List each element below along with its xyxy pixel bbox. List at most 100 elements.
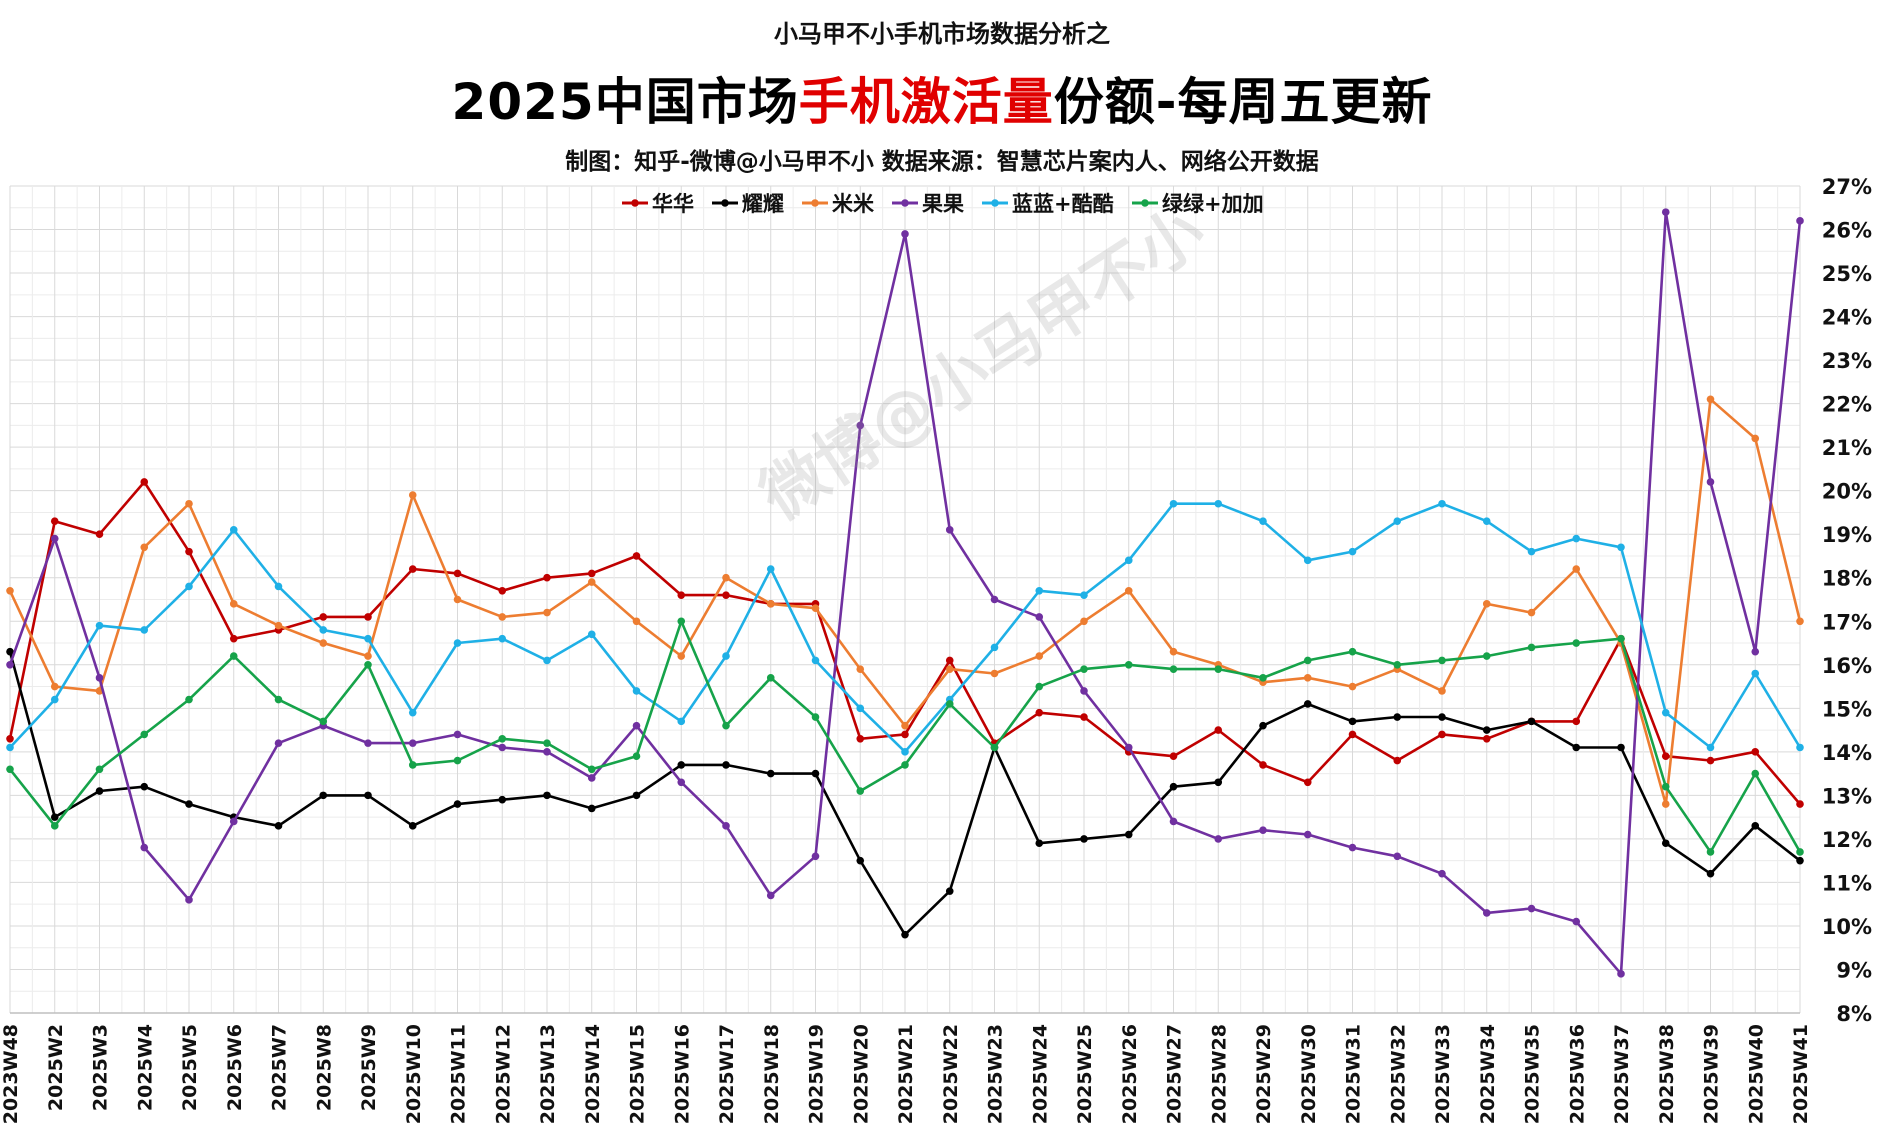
data-point [1035, 613, 1044, 621]
data-point [1214, 835, 1223, 843]
data-point [1303, 830, 1312, 839]
data-point [408, 565, 417, 573]
data-point [1661, 752, 1670, 760]
data-point [945, 700, 954, 708]
legend-item: 华华 [622, 192, 694, 216]
title-part-1: 2025中国市场 [451, 73, 799, 131]
data-point [140, 730, 149, 739]
data-point [498, 586, 507, 595]
data-point [1035, 652, 1044, 660]
y-tick-label: 13% [1822, 784, 1872, 808]
data-point [6, 586, 14, 595]
data-point [50, 517, 59, 525]
legend-marker [901, 199, 909, 207]
data-point [1751, 822, 1760, 830]
x-tick-label: 2025W10 [403, 1024, 425, 1124]
data-point [901, 761, 909, 769]
data-point [498, 734, 507, 743]
data-point [856, 421, 865, 430]
x-tick-label: 2025W11 [448, 1024, 470, 1124]
data-point [229, 526, 238, 534]
data-point [543, 608, 551, 617]
data-point [901, 930, 909, 939]
title-part-2: 份额-每周五更新 [1053, 73, 1433, 131]
legend: 华华 耀耀 米米 果果 蓝蓝+酷酷 绿绿+加加 [622, 192, 1264, 216]
data-point [1572, 717, 1581, 726]
x-tick-label: 2025W30 [1298, 1024, 1320, 1124]
data-point [498, 613, 507, 621]
data-point [319, 613, 328, 621]
data-point [364, 613, 372, 621]
data-point [1348, 647, 1357, 656]
data-point [1393, 517, 1402, 525]
data-point [185, 800, 193, 808]
y-tick-label: 19% [1822, 523, 1872, 547]
data-point [1214, 778, 1223, 787]
data-point [1348, 730, 1357, 739]
data-point [1348, 547, 1357, 556]
x-tick-label: 2025W38 [1656, 1024, 1678, 1124]
data-point [945, 656, 954, 665]
x-tick-label: 2025W22 [940, 1024, 962, 1124]
legend-label: 耀耀 [742, 192, 784, 216]
data-point [319, 639, 328, 647]
data-point [1438, 499, 1446, 508]
data-point [6, 743, 14, 752]
data-point [1124, 743, 1133, 752]
legend-item: 绿绿+加加 [1132, 192, 1264, 216]
data-point [274, 739, 283, 747]
data-point [6, 734, 14, 743]
data-point [453, 756, 462, 765]
x-tick-label: 2025W8 [313, 1024, 335, 1111]
data-point [140, 478, 149, 486]
data-point [722, 591, 730, 599]
data-point [408, 822, 417, 830]
data-point [543, 748, 551, 756]
y-tick-label: 11% [1822, 871, 1872, 895]
data-point [1706, 478, 1715, 486]
y-tick-label: 10% [1822, 915, 1872, 939]
data-point [1661, 800, 1670, 808]
data-point [1169, 499, 1178, 508]
data-point [1124, 586, 1133, 595]
data-point [945, 887, 954, 895]
data-point [95, 787, 104, 795]
y-axis-ticks: 8% 9% 10% 11% 12% 13% 14% 15% 16% 17% 18% 19% 20% 21%… [1822, 175, 1872, 1026]
data-point [1393, 660, 1402, 669]
data-point [990, 669, 999, 678]
data-point [1035, 586, 1044, 595]
chart-pretitle: 小马甲不小手机市场数据分析之 [774, 20, 1110, 48]
legend-label: 华华 [652, 192, 694, 216]
data-point [1438, 713, 1446, 721]
data-point [722, 652, 730, 660]
data-point [185, 695, 193, 704]
data-point [1438, 687, 1446, 695]
y-tick-label: 17% [1822, 610, 1872, 634]
data-point [1169, 665, 1178, 673]
x-tick-label: 2025W21 [895, 1024, 917, 1124]
x-tick-label: 2025W39 [1701, 1024, 1723, 1124]
x-tick-label: 2025W34 [1477, 1024, 1499, 1124]
chart-title: 2025中国市场手机激活量份额-每周五更新 [0, 62, 1884, 134]
data-point [95, 530, 104, 539]
data-point [1259, 761, 1267, 769]
data-point [1661, 839, 1670, 848]
data-point [811, 852, 820, 861]
data-point [1124, 556, 1133, 565]
data-point [677, 652, 686, 660]
data-point [453, 569, 462, 578]
data-point [364, 791, 372, 800]
data-point [587, 630, 596, 639]
data-point [50, 813, 59, 821]
data-point [766, 674, 775, 682]
data-point [722, 761, 730, 769]
x-tick-label: 2025W41 [1790, 1024, 1812, 1124]
data-point [811, 604, 820, 613]
series-1 [6, 647, 1804, 939]
legend-item: 果果 [892, 192, 964, 216]
data-point [140, 626, 149, 634]
data-point [766, 565, 775, 573]
data-point [677, 778, 686, 787]
data-point [364, 660, 372, 669]
data-point [587, 774, 596, 782]
